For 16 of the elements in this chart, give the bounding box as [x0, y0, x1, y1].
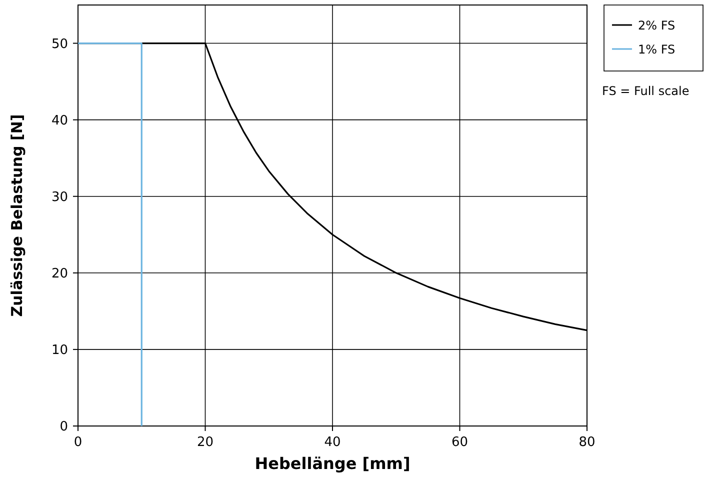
- x-tick-label: 40: [324, 435, 341, 450]
- legend-label: 1% FS: [638, 42, 676, 56]
- text: FS = Full scale: [602, 84, 690, 98]
- y-tick-label: 0: [60, 420, 68, 434]
- y-tick-label: 40: [51, 113, 68, 128]
- x-tick-label: 0: [74, 435, 82, 450]
- x-tick-label: 80: [578, 435, 596, 450]
- legend-label: 2% FS: [638, 18, 676, 32]
- y-tick-label: 50: [51, 36, 68, 52]
- y-tick-label: 30: [51, 190, 68, 205]
- x-axis-title: Hebellänge [mm]: [254, 454, 410, 473]
- y-tick-label: 20: [51, 266, 68, 282]
- x-tick-label: 20: [196, 435, 214, 450]
- y-tick-label: 10: [51, 342, 68, 358]
- x-tick-label: 60: [451, 435, 468, 450]
- y-axis-title: Zulässige Belastung [N]: [8, 114, 26, 317]
